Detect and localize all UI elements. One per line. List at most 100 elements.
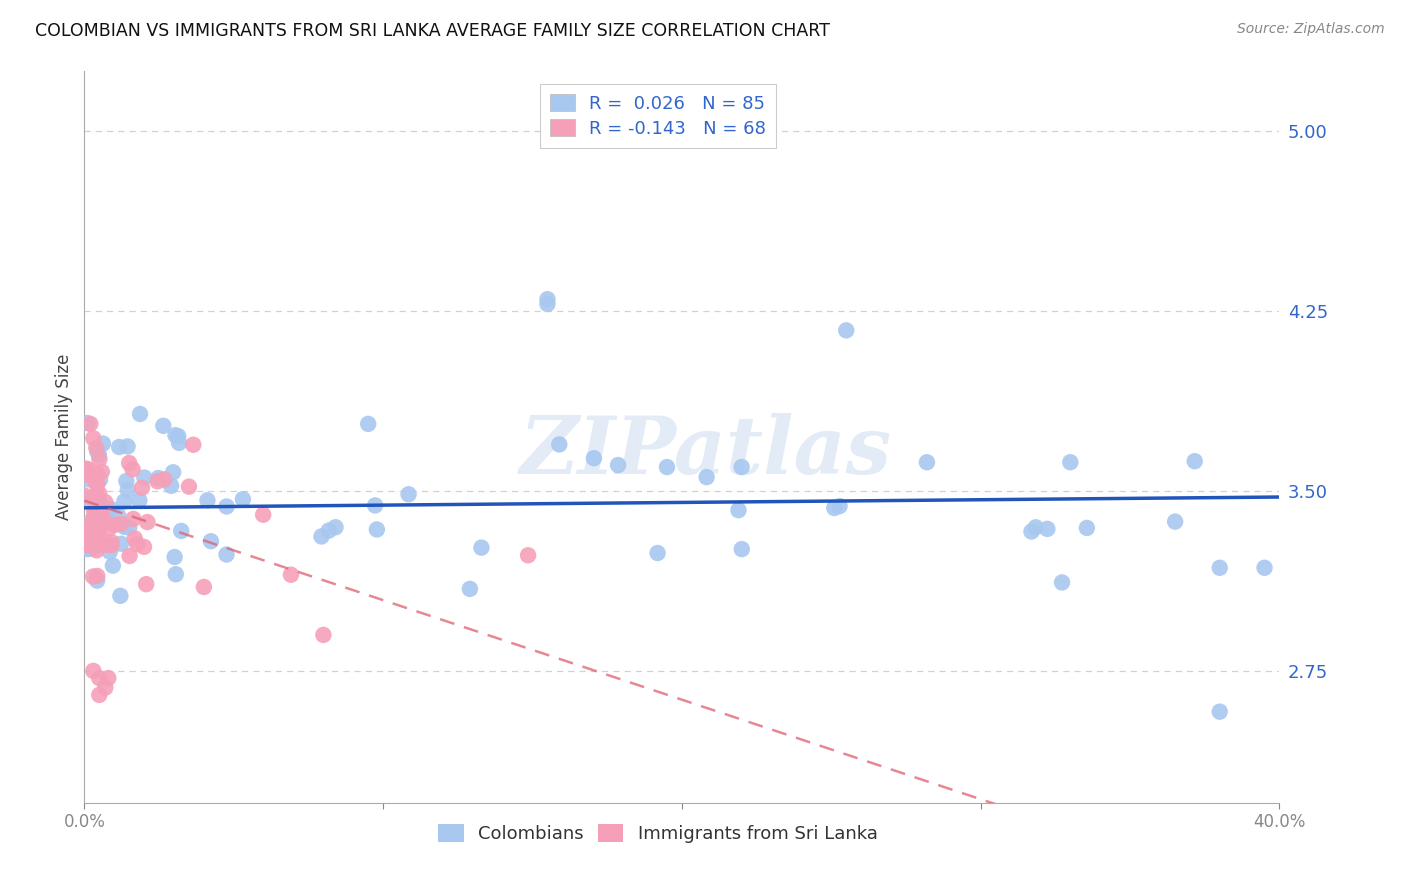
Point	[76, 542, 98, 557]
Point	[124, 532, 146, 546]
Point	[76, 530, 98, 544]
Point	[112, 494, 135, 508]
Text: ZIPatlas: ZIPatlas	[520, 413, 891, 491]
Point	[318, 524, 340, 538]
Point	[89, 688, 111, 702]
Point	[84, 525, 107, 540]
Point	[79, 538, 101, 552]
Point	[89, 486, 111, 500]
Point	[83, 534, 105, 549]
Point	[136, 515, 159, 529]
Point	[83, 509, 105, 524]
Point	[76, 472, 98, 486]
Point	[107, 508, 129, 523]
Point	[117, 483, 139, 497]
Point	[110, 537, 132, 551]
Point	[104, 517, 127, 532]
Point	[83, 491, 105, 506]
Point	[167, 435, 190, 450]
Point	[121, 462, 143, 476]
Point	[607, 458, 630, 472]
Point	[82, 526, 104, 541]
Point	[325, 520, 347, 534]
Point	[75, 489, 97, 503]
Point	[536, 292, 558, 306]
Point	[193, 580, 215, 594]
Point	[100, 538, 122, 552]
Point	[165, 567, 187, 582]
Point	[128, 493, 150, 508]
Point	[134, 470, 156, 484]
Point	[87, 523, 110, 537]
Point	[76, 527, 98, 541]
Point	[1059, 455, 1081, 469]
Point	[76, 537, 98, 551]
Point	[1025, 520, 1047, 534]
Point	[1036, 522, 1059, 536]
Point	[127, 537, 149, 551]
Point	[366, 523, 388, 537]
Point	[82, 533, 104, 548]
Point	[232, 492, 254, 507]
Point	[181, 438, 204, 452]
Point	[731, 460, 754, 475]
Point	[835, 323, 858, 337]
Point	[823, 501, 845, 516]
Point	[86, 543, 108, 558]
Point	[1076, 521, 1098, 535]
Point	[129, 407, 152, 421]
Point	[517, 549, 540, 563]
Point	[86, 466, 108, 480]
Point	[86, 476, 108, 491]
Point	[87, 448, 110, 462]
Point	[470, 541, 492, 555]
Point	[98, 545, 121, 559]
Point	[86, 574, 108, 588]
Point	[93, 512, 115, 526]
Point	[77, 468, 100, 483]
Point	[548, 437, 571, 451]
Point	[75, 524, 97, 538]
Point	[84, 475, 107, 490]
Point	[108, 440, 131, 454]
Point	[100, 502, 122, 516]
Point	[76, 538, 98, 552]
Point	[118, 520, 141, 534]
Point	[364, 499, 387, 513]
Point	[165, 428, 187, 442]
Point	[76, 525, 98, 540]
Point	[75, 520, 97, 534]
Point	[89, 452, 111, 467]
Point	[167, 429, 190, 443]
Point	[77, 519, 100, 533]
Point	[215, 548, 238, 562]
Point	[112, 520, 135, 534]
Point	[90, 465, 112, 479]
Point	[79, 417, 101, 431]
Point	[727, 503, 749, 517]
Point	[312, 628, 335, 642]
Point	[87, 530, 110, 544]
Point	[82, 522, 104, 536]
Point	[1050, 575, 1073, 590]
Point	[86, 444, 108, 458]
Point	[83, 503, 105, 517]
Point	[90, 507, 112, 521]
Point	[280, 567, 302, 582]
Text: Source: ZipAtlas.com: Source: ZipAtlas.com	[1237, 22, 1385, 37]
Point	[76, 491, 98, 506]
Point	[86, 488, 108, 502]
Point	[87, 538, 110, 552]
Point	[82, 569, 104, 583]
Point	[828, 499, 851, 513]
Point	[90, 497, 112, 511]
Y-axis label: Average Family Size: Average Family Size	[55, 354, 73, 520]
Point	[110, 516, 132, 531]
Point	[200, 534, 222, 549]
Point	[160, 479, 183, 493]
Point	[458, 582, 481, 596]
Point	[162, 465, 184, 479]
Point	[76, 462, 98, 476]
Point	[1164, 515, 1187, 529]
Point	[83, 519, 105, 533]
